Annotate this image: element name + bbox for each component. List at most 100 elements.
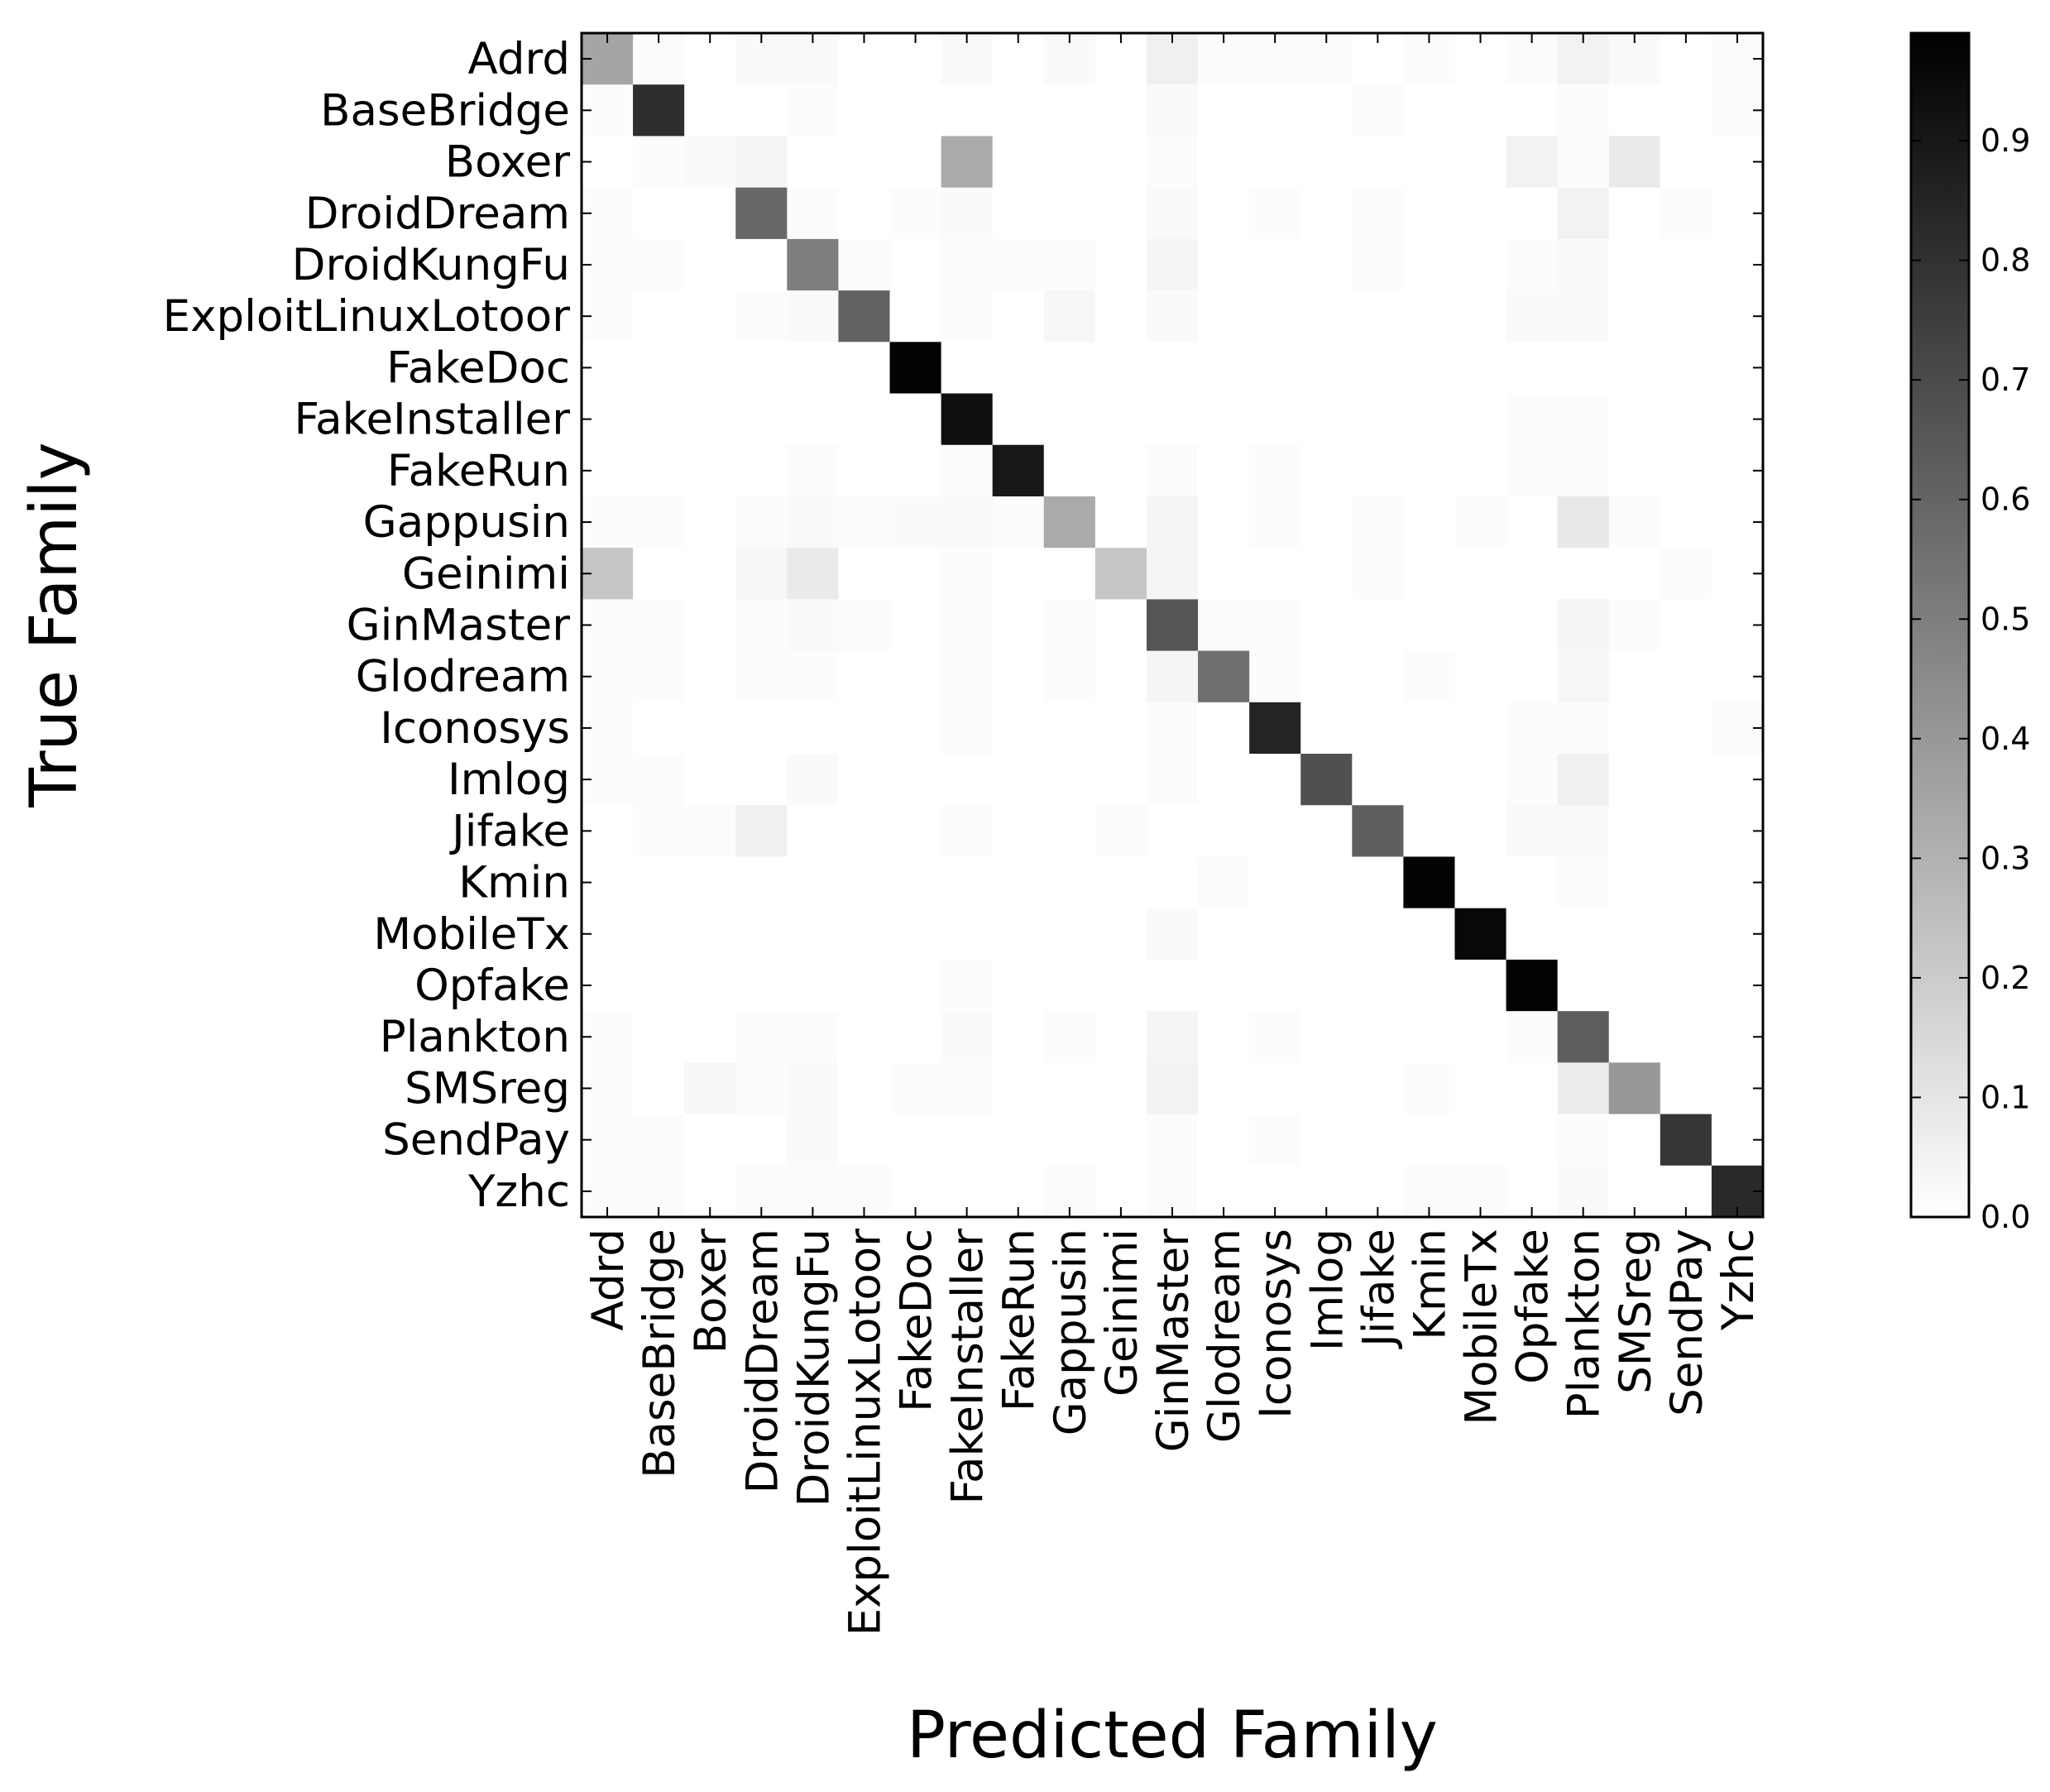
heatmap-cell-DroidKungFu-BaseBridge: [633, 238, 685, 291]
heatmap-cell-FakeInstaller-Opfake: [1506, 393, 1559, 446]
x-tick-label-Opfake: Opfake: [1508, 1229, 1559, 1384]
y-tick-label-Glodream: Glodream: [356, 652, 570, 702]
colorbar-tick-label: 0.7: [1981, 362, 2030, 398]
heatmap-cell-BaseBridge-SMSreg: [1608, 84, 1661, 137]
heatmap-cell-SendPay-Iconosys: [1249, 1114, 1301, 1167]
heatmap-cell-Plankton-SMSreg: [1608, 1011, 1661, 1063]
heatmap-cell-SendPay-DroidKungFu: [787, 1114, 840, 1167]
heatmap-cell-FakeDoc-ExploitLinuxLotoor: [838, 342, 891, 395]
heatmap-cell-MobileTx-Jifake: [1352, 908, 1404, 961]
heatmap-cell-Jifake-MobileTx: [1454, 805, 1507, 858]
heatmap-cell-FakeInstaller-Jifake: [1352, 393, 1404, 446]
heatmap-cell-FakeDoc-GinMaster: [1146, 342, 1199, 395]
y-tick-label-Geinimi: Geinimi: [402, 549, 570, 599]
heatmap-cell-GinMaster-Gappusin: [1043, 599, 1096, 652]
heatmap-cell-SendPay-Boxer: [684, 1114, 736, 1167]
heatmap-cell-Geinimi-Plankton: [1557, 548, 1610, 600]
heatmap-cell-FakeDoc-Jifake: [1352, 342, 1404, 395]
x-tick-label-Geinimi: Geinimi: [1097, 1229, 1147, 1397]
heatmap-cell-FakeDoc-DroidKungFu: [787, 342, 840, 395]
heatmap-cell-Plankton-Gappusin: [1043, 1011, 1096, 1063]
heatmap-cell-DroidKungFu-Iconosys: [1249, 238, 1301, 291]
heatmap-cell-Imlog-Boxer: [684, 754, 736, 806]
heatmap-cell-GinMaster-SMSreg: [1608, 599, 1661, 652]
heatmap-cell-Glodream-Jifake: [1352, 650, 1404, 703]
heatmap-cell-DroidKungFu-Plankton: [1557, 238, 1610, 291]
heatmap-cell-ExploitLinuxLotoor-Glodream: [1198, 290, 1250, 343]
heatmap-cell-Gappusin-DroidDream: [735, 496, 788, 549]
heatmap-cell-FakeInstaller-DroidKungFu: [787, 393, 840, 446]
heatmap-cell-BaseBridge-Jifake: [1352, 84, 1404, 137]
heatmap-cell-Glodream-Gappusin: [1043, 650, 1096, 703]
heatmap-cell-SMSreg-Gappusin: [1043, 1062, 1096, 1115]
heatmap-cell-Opfake-Boxer: [684, 959, 736, 1012]
heatmap-cell-ExploitLinuxLotoor-Gappusin: [1043, 290, 1096, 343]
y-tick-label-FakeInstaller: FakeInstaller: [295, 395, 571, 445]
heatmap-cell-MobileTx-Iconosys: [1249, 908, 1301, 961]
heatmap-cell-FakeDoc-Gappusin: [1043, 342, 1096, 395]
heatmap-cell-Plankton-BaseBridge: [633, 1011, 685, 1063]
y-tick-label-Boxer: Boxer: [445, 137, 570, 188]
heatmap-cell-Jifake-Gappusin: [1043, 805, 1096, 858]
heatmap-cell-Plankton-DroidDream: [735, 1011, 788, 1063]
heatmap-cell-FakeDoc-SMSreg: [1608, 342, 1661, 395]
heatmap-cell-GinMaster-BaseBridge: [633, 599, 685, 652]
heatmap-cell-Kmin-GinMaster: [1146, 856, 1199, 909]
heatmap-cell-MobileTx-SendPay: [1660, 908, 1712, 961]
heatmap-cell-Geinimi-FakeInstaller: [941, 548, 994, 600]
heatmap-cell-Jifake-BaseBridge: [633, 805, 685, 858]
heatmap-cell-Geinimi-Geinimi: [1094, 548, 1147, 600]
heatmap-cell-DroidDream-DroidDream: [735, 187, 788, 240]
heatmap-cell-ExploitLinuxLotoor-Iconosys: [1249, 290, 1301, 343]
heatmap-cell-FakeRun-ExploitLinuxLotoor: [838, 444, 891, 497]
heatmap-cell-Kmin-BaseBridge: [633, 856, 685, 909]
heatmap-cell-BaseBridge-SendPay: [1660, 84, 1712, 137]
heatmap-cell-Gappusin-FakeRun: [992, 496, 1045, 549]
heatmap-cell-Imlog-SendPay: [1660, 754, 1712, 806]
heatmap-cell-DroidDream-SendPay: [1660, 187, 1712, 240]
heatmap-cell-Boxer-Opfake: [1506, 136, 1559, 189]
colorbar-tick-label: 0.0: [1981, 1199, 2030, 1235]
heatmap-cell-ExploitLinuxLotoor-FakeDoc: [889, 290, 942, 343]
heatmap-cell-Jifake-Geinimi: [1094, 805, 1147, 858]
heatmap-cell-FakeRun-Jifake: [1352, 444, 1404, 497]
heatmap-cell-DroidDream-Geinimi: [1094, 187, 1147, 240]
heatmap-cell-Opfake-GinMaster: [1146, 959, 1199, 1012]
heatmap-cell-SMSreg-BaseBridge: [633, 1062, 685, 1115]
heatmap-cell-BaseBridge-Kmin: [1403, 84, 1456, 137]
heatmap-cell-Jifake-SMSreg: [1608, 805, 1661, 858]
heatmap-cell-FakeRun-BaseBridge: [633, 444, 685, 497]
heatmap-cell-Glodream-BaseBridge: [633, 650, 685, 703]
heatmap-cell-FakeRun-GinMaster: [1146, 444, 1199, 497]
heatmap-cell-SMSreg-SendPay: [1660, 1062, 1712, 1115]
heatmap-cell-DroidKungFu-SendPay: [1660, 238, 1712, 291]
heatmap-cell-Gappusin-GinMaster: [1146, 496, 1199, 549]
heatmap-cell-FakeInstaller-Glodream: [1198, 393, 1250, 446]
heatmap-cell-Jifake-Boxer: [684, 805, 736, 858]
heatmap-cell-Iconosys-Glodream: [1198, 702, 1250, 755]
heatmap-cell-FakeInstaller-Imlog: [1300, 393, 1353, 446]
heatmap-cell-BaseBridge-DroidKungFu: [787, 84, 840, 137]
heatmap-cell-Geinimi-Kmin: [1403, 548, 1456, 600]
heatmap-cell-Gappusin-BaseBridge: [633, 496, 685, 549]
heatmap-cell-MobileTx-GinMaster: [1146, 908, 1199, 961]
heatmap-cell-ExploitLinuxLotoor-Jifake: [1352, 290, 1404, 343]
heatmap-cell-ExploitLinuxLotoor-FakeInstaller: [941, 290, 994, 343]
heatmap-cell-Imlog-Imlog: [1300, 754, 1353, 806]
heatmap-cell-SMSreg-Jifake: [1352, 1062, 1404, 1115]
heatmap-cell-BaseBridge-DroidDream: [735, 84, 788, 137]
heatmap-cell-Gappusin-FakeDoc: [889, 496, 942, 549]
heatmap-cell-BaseBridge-BaseBridge: [633, 84, 685, 137]
heatmap-cell-Kmin-Kmin: [1403, 856, 1456, 909]
heatmap-cell-Geinimi-ExploitLinuxLotoor: [838, 548, 891, 600]
heatmap-cell-Geinimi-DroidDream: [735, 548, 788, 600]
colorbar-tick-label: 0.9: [1981, 122, 2030, 159]
heatmap-cell-GinMaster-Glodream: [1198, 599, 1250, 652]
heatmap-cell-DroidDream-Plankton: [1557, 187, 1610, 240]
heatmap-cell-Plankton-MobileTx: [1454, 1011, 1507, 1063]
heatmap-cell-GinMaster-FakeInstaller: [941, 599, 994, 652]
heatmap-cell-ExploitLinuxLotoor-SMSreg: [1608, 290, 1661, 343]
heatmap-cell-Imlog-DroidKungFu: [787, 754, 840, 806]
heatmap-cell-FakeInstaller-BaseBridge: [633, 393, 685, 446]
heatmap-cell-DroidKungFu-Glodream: [1198, 238, 1250, 291]
